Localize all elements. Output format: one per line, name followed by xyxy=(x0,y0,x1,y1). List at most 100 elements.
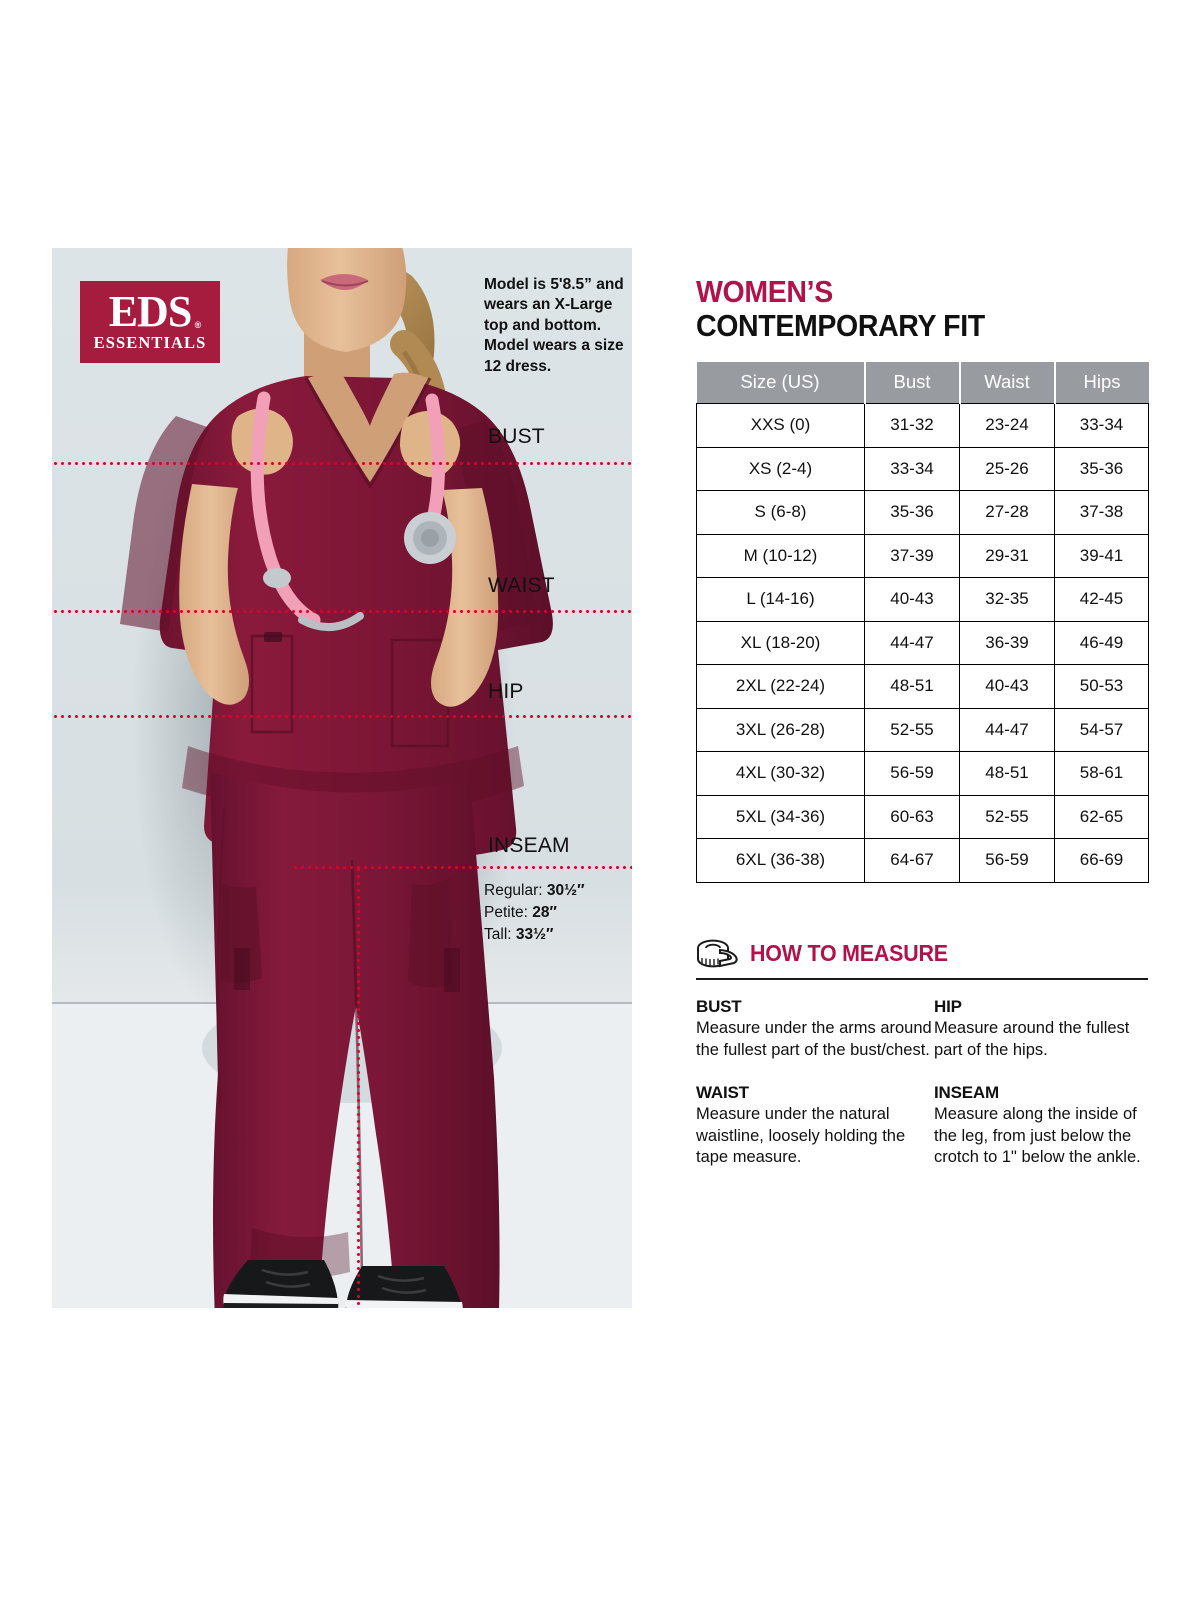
cell-hips: 39-41 xyxy=(1054,533,1149,579)
photo-label-hip: HIP xyxy=(488,680,524,703)
cell-hips: 46-49 xyxy=(1054,620,1149,666)
photo-label-bust: BUST xyxy=(488,425,545,448)
cell-size: S (6-8) xyxy=(696,490,865,535)
measure-block-heading: BUST xyxy=(696,997,742,1017)
registered-mark-icon: ® xyxy=(194,319,202,330)
inseam-guide-line xyxy=(292,866,632,869)
page-title-line2: CONTEMPORARY FIT xyxy=(696,307,985,343)
column-header-bust: Bust xyxy=(864,361,961,404)
cell-hips: 50-53 xyxy=(1054,664,1149,709)
measure-block-text: Measure around the fullest part of the h… xyxy=(934,1019,1130,1059)
inseam-value-number: 28″ xyxy=(527,904,557,921)
inseam-value-label: Tall: xyxy=(484,926,512,943)
inseam-value-label: Regular: xyxy=(484,882,543,899)
cell-waist: 48-51 xyxy=(959,751,1055,796)
measure-block-hip: HIP Measure around the fullest part of th… xyxy=(934,997,1148,1061)
measure-block-heading: INSEAM xyxy=(934,1083,999,1103)
inseam-vertical-guide-line xyxy=(357,866,360,1308)
cell-size: 5XL (34-36) xyxy=(696,794,865,840)
cell-waist: 23-24 xyxy=(959,403,1055,448)
cell-waist: 52-55 xyxy=(959,794,1055,840)
cell-size: M (10-12) xyxy=(696,533,865,579)
inseam-value-number: 33½″ xyxy=(511,926,554,943)
cell-bust: 35-36 xyxy=(864,490,960,535)
tape-measure-icon xyxy=(697,939,738,968)
cell-waist: 40-43 xyxy=(959,664,1055,709)
right-column: WOMEN’S CONTEMPORARY FIT Size (US) Bust … xyxy=(696,274,1149,1168)
table-row: XL (18-20) 44-47 36-39 46-49 xyxy=(696,620,1149,666)
table-row: 5XL (34-36) 60-63 52-55 62-65 xyxy=(696,794,1149,840)
cell-size: 6XL (36-38) xyxy=(696,838,865,883)
cell-size: 4XL (30-32) xyxy=(696,751,865,796)
cell-waist: 29-31 xyxy=(959,533,1055,579)
hip-guide-line xyxy=(52,715,632,718)
cell-hips: 54-57 xyxy=(1054,707,1149,753)
cell-size: XXS (0) xyxy=(696,403,865,448)
column-header-waist: Waist xyxy=(959,361,1056,404)
table-header-row: Size (US) Bust Waist Hips xyxy=(696,361,1149,404)
bust-guide-line xyxy=(52,462,632,465)
how-to-measure-divider xyxy=(696,977,1148,981)
column-header-size: Size (US) xyxy=(696,361,866,404)
model-note: Model is 5'8.5” and wears an X-Large top… xyxy=(484,276,624,375)
cell-hips: 62-65 xyxy=(1054,794,1149,840)
cell-hips: 66-69 xyxy=(1054,838,1149,883)
cell-bust: 60-63 xyxy=(864,794,960,840)
cell-hips: 33-34 xyxy=(1054,403,1149,448)
measure-block-heading: WAIST xyxy=(696,1083,749,1103)
measure-block-text: Measure under the natural waistline, loo… xyxy=(696,1105,906,1166)
table-row: S (6-8) 35-36 27-28 37-38 xyxy=(696,490,1149,535)
cell-waist: 56-59 xyxy=(959,838,1055,883)
photo-label-waist: WAIST xyxy=(488,574,555,597)
measure-block-text: Measure along the inside of the leg, fro… xyxy=(934,1105,1141,1166)
cell-size: XS (2-4) xyxy=(696,446,865,492)
table-row: XS (2-4) 33-34 25-26 35-36 xyxy=(696,446,1149,492)
cell-size: XL (18-20) xyxy=(696,620,865,666)
eds-essentials-logo: EDS ® ESSENTIALS xyxy=(80,281,220,363)
table-row: M (10-12) 37-39 29-31 39-41 xyxy=(696,533,1149,579)
cell-bust: 37-39 xyxy=(864,533,960,579)
cell-size: L (14-16) xyxy=(696,577,865,622)
inseam-value-row: Tall: 33½″ xyxy=(484,924,585,946)
cell-hips: 37-38 xyxy=(1054,490,1149,535)
column-header-hips: Hips xyxy=(1054,361,1149,404)
measure-block-waist: WAIST Measure under the natural waistline… xyxy=(696,1083,934,1168)
photo-label-inseam: INSEAM xyxy=(488,834,570,857)
cell-waist: 36-39 xyxy=(959,620,1055,666)
cell-size: 3XL (26-28) xyxy=(696,707,865,753)
inseam-value-row: Petite: 28″ xyxy=(484,902,585,924)
table-row: 6XL (36-38) 64-67 56-59 66-69 xyxy=(696,838,1149,883)
table-row: 4XL (30-32) 56-59 48-51 58-61 xyxy=(696,751,1149,796)
cell-bust: 48-51 xyxy=(864,664,960,709)
inseam-value-label: Petite: xyxy=(484,904,528,921)
inseam-value-number: 30½″ xyxy=(542,882,585,899)
cell-bust: 33-34 xyxy=(864,446,960,492)
cell-hips: 58-61 xyxy=(1054,751,1149,796)
cell-waist: 25-26 xyxy=(959,446,1055,492)
model-photo xyxy=(52,248,632,1308)
table-row: XXS (0) 31-32 23-24 33-34 xyxy=(696,403,1149,448)
how-to-measure-title: HOW TO MEASURE xyxy=(750,940,948,967)
model-photo-panel: EDS ® ESSENTIALS Model is 5'8.5” and wear… xyxy=(52,248,632,1308)
cell-bust: 31-32 xyxy=(864,403,960,448)
logo-eds-text: EDS xyxy=(108,286,193,336)
measure-block-inseam: INSEAM Measure along the inside of the le… xyxy=(934,1083,1148,1168)
size-chart-table: Size (US) Bust Waist Hips XXS (0) 31-32 23… xyxy=(696,361,1149,883)
cell-bust: 64-67 xyxy=(864,838,960,883)
cell-bust: 52-55 xyxy=(864,707,960,753)
table-row: 3XL (26-28) 52-55 44-47 54-57 xyxy=(696,707,1149,753)
page-title-line1: WOMEN’S xyxy=(696,274,833,309)
measure-block-heading: HIP xyxy=(934,997,962,1017)
cell-waist: 32-35 xyxy=(959,577,1055,622)
cell-waist: 27-28 xyxy=(959,490,1055,535)
cell-size: 2XL (22-24) xyxy=(696,664,865,709)
cell-hips: 42-45 xyxy=(1054,577,1149,622)
cell-waist: 44-47 xyxy=(959,707,1055,753)
inseam-value-row: Regular: 30½″ xyxy=(484,880,585,902)
table-row: L (14-16) 40-43 32-35 42-45 xyxy=(696,577,1149,622)
how-to-measure-header: HOW TO MEASURE xyxy=(696,939,1148,969)
logo-sub-text: ESSENTIALS xyxy=(93,333,207,353)
logo-main-text: EDS ® xyxy=(109,289,202,333)
cell-bust: 56-59 xyxy=(864,751,960,796)
